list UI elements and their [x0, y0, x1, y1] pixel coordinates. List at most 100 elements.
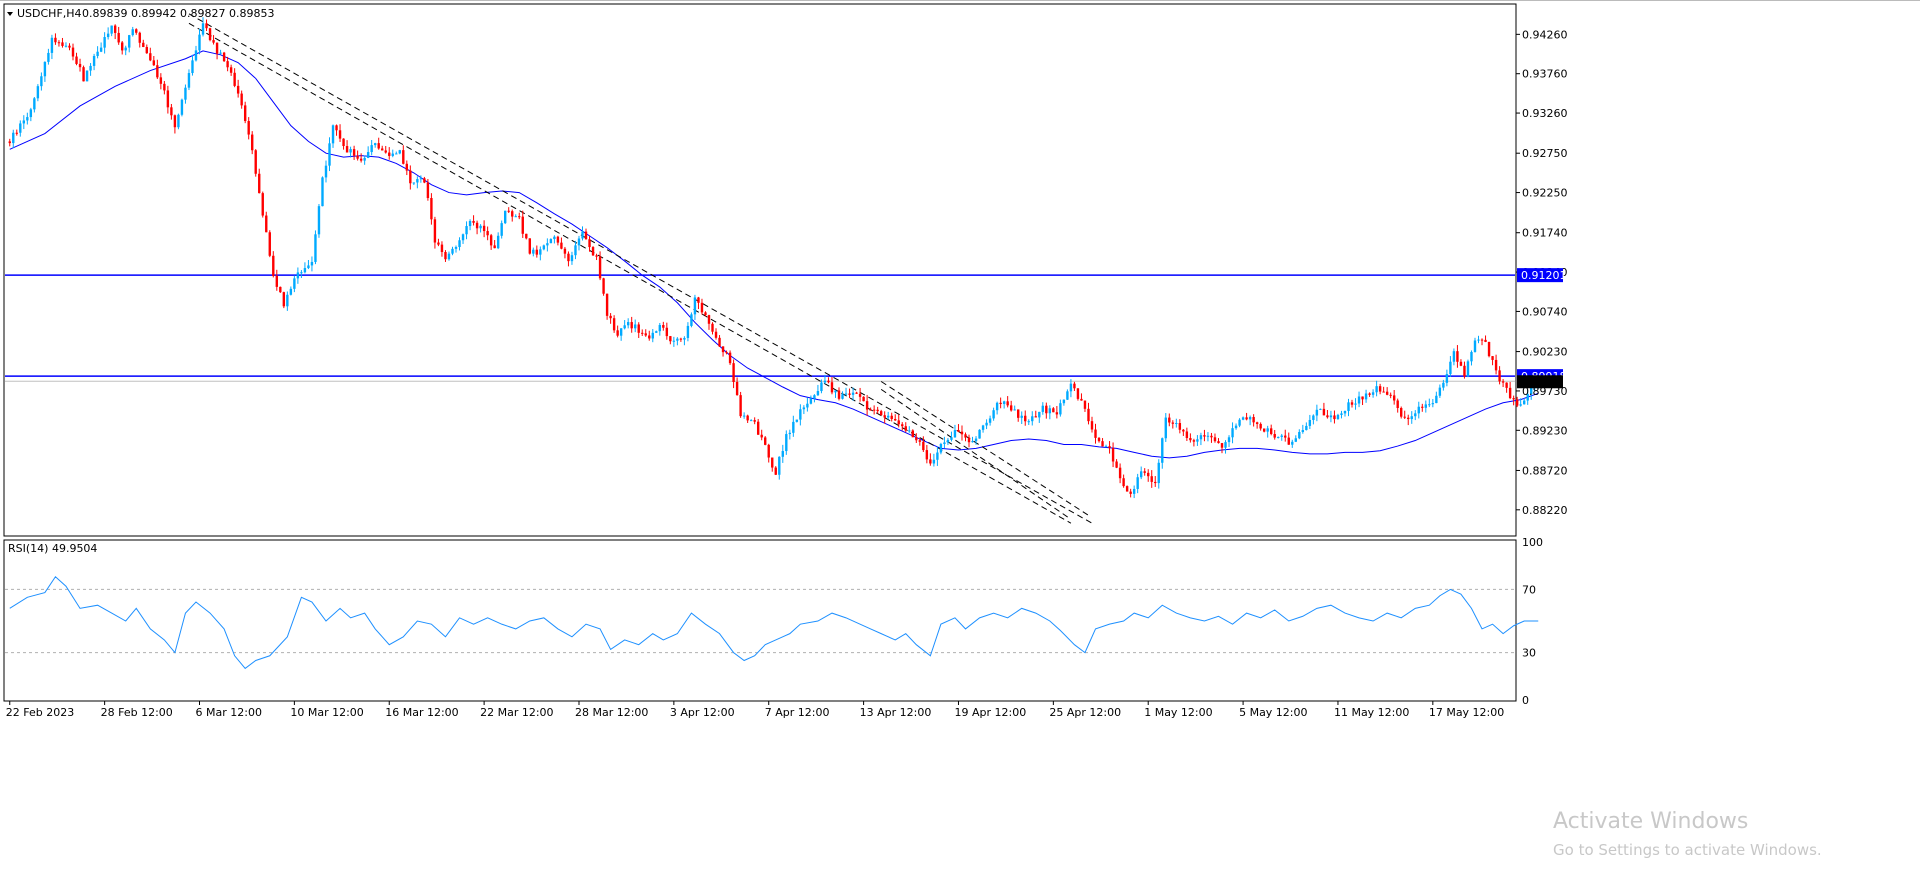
candle-body	[152, 60, 156, 66]
candle-body	[405, 163, 409, 171]
time-axis-label: 11 May 12:00	[1334, 706, 1409, 719]
candle-body	[704, 312, 707, 316]
candle-body	[173, 115, 177, 128]
candle-body	[1378, 386, 1382, 392]
candle-body	[922, 441, 925, 451]
candle-body	[1407, 417, 1410, 420]
candle-body	[570, 255, 574, 262]
time-axis-label: 22 Mar 12:00	[480, 706, 553, 719]
candle-body	[138, 32, 141, 43]
candle-body	[778, 456, 781, 475]
candle-body	[806, 403, 809, 408]
candle-body	[626, 322, 630, 326]
candle-body	[1449, 361, 1452, 375]
trendline[interactable]	[188, 22, 1072, 524]
candle-body	[679, 338, 683, 340]
candle-body	[1438, 387, 1442, 396]
candle-body	[683, 337, 686, 340]
candle-body	[936, 452, 939, 460]
candle-body	[539, 249, 542, 255]
bid-price-tag	[1517, 375, 1563, 389]
candle-body	[1410, 416, 1413, 420]
candle-body	[862, 396, 865, 402]
candle-body	[78, 63, 82, 68]
candle-body	[855, 392, 858, 394]
candle-body	[222, 52, 226, 62]
collapse-arrow-icon[interactable]	[7, 12, 13, 16]
candle-body	[1522, 400, 1526, 405]
candle-body	[785, 434, 788, 452]
candle-body	[816, 391, 820, 396]
rsi-panel-frame	[3, 539, 1517, 702]
time-axis-label: 19 Apr 12:00	[954, 706, 1026, 719]
candle-body	[890, 415, 893, 420]
candle-body	[1294, 438, 1297, 442]
candle-body	[1301, 430, 1305, 433]
candle-body	[598, 256, 602, 279]
candle-body	[619, 328, 623, 336]
candle-body	[110, 25, 113, 34]
candle-body	[669, 336, 672, 342]
candle-body	[542, 245, 546, 250]
candle-body	[71, 47, 75, 57]
symbol-header: USDCHF,H4	[17, 7, 82, 20]
candle-body	[437, 242, 440, 245]
candle-body	[886, 415, 890, 418]
candle-body	[426, 182, 430, 199]
candle-body	[1530, 386, 1533, 395]
candle-body	[837, 390, 841, 399]
candle-body	[693, 297, 697, 315]
candle-body	[92, 55, 96, 66]
candle-body	[293, 278, 296, 289]
candle-body	[265, 215, 268, 233]
candle-body	[240, 93, 243, 106]
candle-body	[514, 216, 517, 218]
candle-body	[974, 438, 978, 442]
candle-body	[950, 437, 953, 440]
candle-body	[521, 216, 524, 234]
candle-body	[725, 352, 728, 354]
candle-body	[117, 32, 120, 43]
candle-body	[458, 240, 461, 248]
candle-body	[584, 231, 588, 240]
price-axis-label: 0.94260	[1522, 28, 1568, 41]
candle-body	[345, 146, 349, 153]
candle-body	[532, 249, 535, 254]
rsi-axis-label: 30	[1522, 647, 1536, 660]
trendline[interactable]	[880, 388, 1072, 520]
candle-body	[120, 42, 124, 51]
candle-body	[317, 206, 321, 235]
candle-body	[184, 87, 187, 100]
price-axis-label: 0.91740	[1522, 227, 1568, 240]
candle-body	[605, 293, 609, 316]
candle-body	[774, 467, 777, 475]
candle-body	[781, 451, 784, 457]
trendline[interactable]	[188, 13, 1093, 524]
candle-body	[243, 105, 247, 122]
candle-body	[423, 178, 426, 183]
candle-body	[451, 248, 454, 254]
candle-body	[1357, 396, 1361, 404]
candle-body	[201, 23, 205, 35]
candle-body	[795, 419, 799, 422]
candle-body	[1343, 410, 1347, 414]
trendline[interactable]	[880, 381, 1089, 516]
candle-body	[1487, 341, 1491, 357]
time-axis-label: 25 Apr 12:00	[1049, 706, 1121, 719]
candle-body	[672, 340, 676, 342]
candle-body	[623, 325, 626, 329]
candle-body	[282, 292, 286, 307]
candle-body	[1192, 440, 1196, 442]
candle-body	[1143, 471, 1146, 473]
candle-body	[1031, 416, 1034, 422]
candle-body	[1431, 403, 1435, 405]
candle-body	[999, 402, 1002, 405]
candle-body	[54, 37, 57, 43]
candle-body	[1185, 431, 1189, 439]
candle-body	[1259, 423, 1262, 429]
candle-body	[1097, 437, 1101, 442]
candle-body	[430, 198, 433, 220]
candle-body	[1020, 415, 1023, 418]
candle-body	[331, 125, 335, 144]
